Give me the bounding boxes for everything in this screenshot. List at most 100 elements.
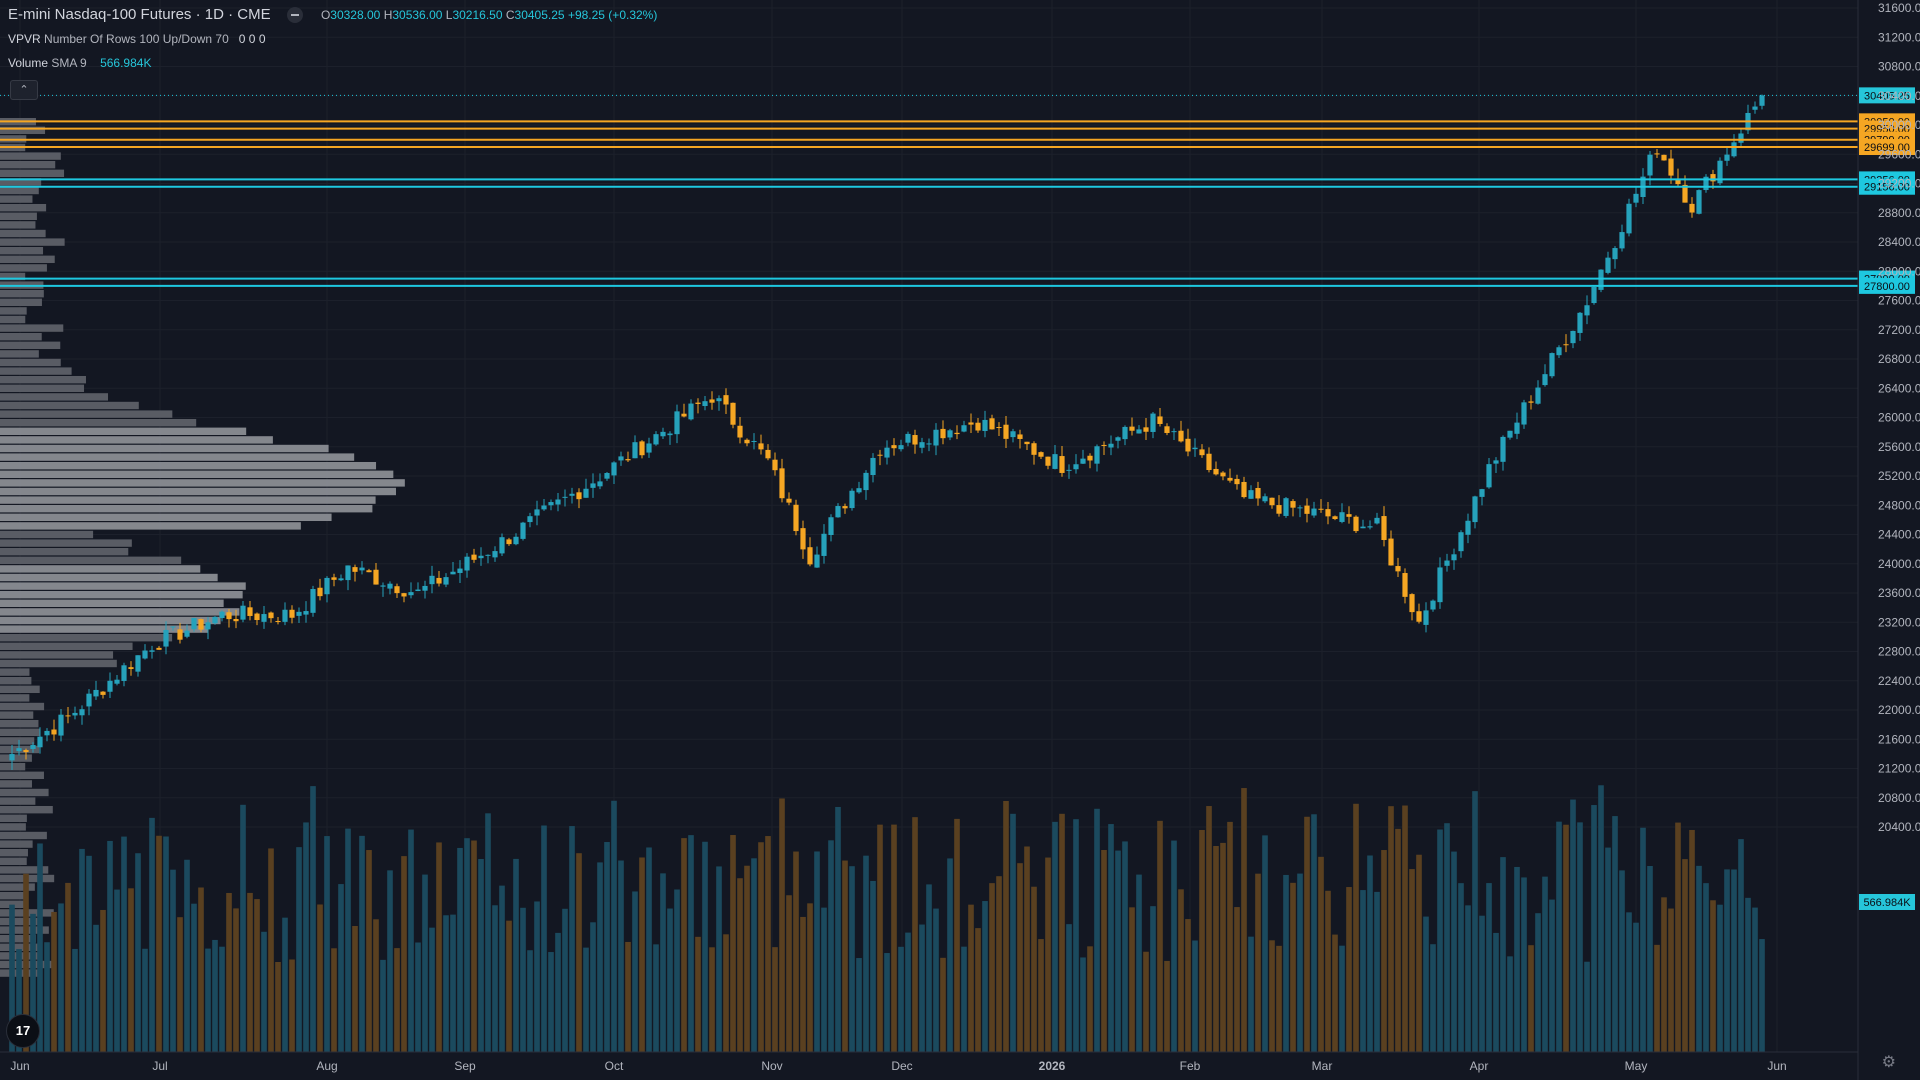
volume-bar [65, 882, 71, 1052]
profile-row [0, 720, 39, 728]
volume-bar [149, 817, 155, 1052]
candle-body [639, 441, 645, 456]
volume-bar [422, 874, 428, 1052]
volume-bar [51, 911, 57, 1052]
volume-bar [562, 908, 568, 1052]
candle-body [758, 443, 764, 450]
candle-body [1493, 460, 1499, 464]
chevron-up-icon[interactable]: ⌃ [10, 80, 38, 100]
volume-bar [450, 914, 456, 1052]
candle-body [226, 612, 232, 620]
candle-body [1703, 176, 1709, 191]
volume-bar [1437, 829, 1443, 1052]
change-value: +98.25 (+0.32%) [567, 8, 658, 22]
profile-row [0, 831, 47, 840]
vpvr-values: 0 0 0 [238, 32, 266, 46]
candle-body [681, 413, 687, 417]
candle-body [653, 434, 659, 445]
price-tick-label: 26000.00 [1878, 411, 1920, 425]
profile-row [0, 591, 243, 599]
volume-bar [100, 909, 106, 1052]
volume-sma-label: 566.984K [1863, 897, 1911, 909]
volume-bar [72, 948, 78, 1052]
tradingview-logo-icon[interactable]: 17 [6, 1014, 40, 1048]
candle-body [492, 551, 498, 558]
candle-body [436, 577, 442, 584]
candle-body [1220, 472, 1226, 477]
candle-body [1157, 416, 1163, 424]
volume-bar [1073, 819, 1079, 1052]
time-tick-label: Feb [1180, 1059, 1201, 1073]
volume-bar [1311, 814, 1317, 1052]
symbol-title[interactable]: E-mini Nasdaq-100 Futures · 1D · CME [8, 6, 271, 23]
candle-body [891, 445, 897, 449]
volume-bar [926, 884, 932, 1052]
profile-row [0, 616, 221, 625]
candle-body [1724, 154, 1730, 161]
profile-row [0, 290, 44, 298]
price-tick-label: 23600.00 [1878, 586, 1920, 600]
vpvr-legend[interactable]: VPVR Number Of Rows 100 Up/Down 70 0 0 0 [8, 32, 266, 46]
candle-body [940, 428, 946, 439]
volume-bar [723, 934, 729, 1052]
candle-body [1591, 287, 1597, 304]
profile-row [0, 384, 85, 392]
time-axis[interactable]: Jun Jul Aug Sep Oct Nov Dec 2026 Feb Mar Apr May Jun [0, 1051, 1858, 1073]
candle-body [541, 505, 547, 510]
volume-bar [156, 835, 162, 1052]
volume-bar [485, 813, 491, 1052]
candle-body [9, 754, 15, 761]
candle-body [387, 583, 393, 589]
volume-bar [1514, 866, 1520, 1052]
profile-row [0, 152, 61, 160]
candle-body [429, 575, 435, 585]
profile-row [0, 436, 273, 444]
volume-bar [1003, 800, 1009, 1052]
volume-bar [758, 842, 764, 1052]
volume-bar [331, 948, 337, 1052]
candle-body [1423, 610, 1429, 625]
candle-body [1451, 554, 1457, 561]
price-tick-label: 26800.00 [1878, 352, 1920, 366]
volume-bar [954, 818, 960, 1052]
candle-body [163, 629, 169, 647]
candle-body [1605, 257, 1611, 273]
volume-legend[interactable]: Volume SMA 9 566.984K [8, 56, 151, 70]
profile-row [0, 401, 139, 410]
profile-row [0, 737, 35, 745]
volume-bar [1339, 945, 1345, 1052]
candle-body [1227, 477, 1233, 481]
price-tick-label: 20800.00 [1878, 791, 1920, 805]
profile-row [0, 943, 40, 951]
volume-bar [702, 841, 708, 1052]
candle-body [359, 567, 365, 571]
candle-body [961, 425, 967, 432]
volume-bar [912, 817, 918, 1052]
volume-bar [1066, 924, 1072, 1052]
time-tick-label: Jun [10, 1059, 29, 1073]
candle-body [1269, 497, 1275, 506]
minimize-icon[interactable] [286, 7, 303, 24]
volume-bar [1325, 890, 1331, 1052]
volume-bar [1087, 946, 1093, 1052]
volume-bar [16, 949, 22, 1052]
volume-bar [1241, 788, 1247, 1052]
price-tick-label: 21600.00 [1878, 732, 1920, 746]
candle-body [170, 626, 176, 628]
volume-bar [968, 904, 974, 1052]
volume-bar [1178, 889, 1184, 1052]
profile-row [0, 427, 247, 435]
volume-bar [947, 858, 953, 1052]
candle-body [408, 592, 414, 596]
volume-bar [1703, 883, 1709, 1052]
volume-bar [394, 948, 400, 1052]
volume-bar [177, 917, 183, 1052]
candle-body [527, 516, 533, 523]
candle-body [51, 729, 57, 735]
volume-bar [1185, 919, 1191, 1052]
price-axis[interactable]: 31600.00 31200.00 30800.00 30400.00 30000.00… [1857, 0, 1920, 1080]
volume-params: SMA 9 [51, 56, 87, 70]
volume-bar [1577, 822, 1583, 1052]
gear-icon[interactable]: ⚙ [1881, 1054, 1896, 1071]
